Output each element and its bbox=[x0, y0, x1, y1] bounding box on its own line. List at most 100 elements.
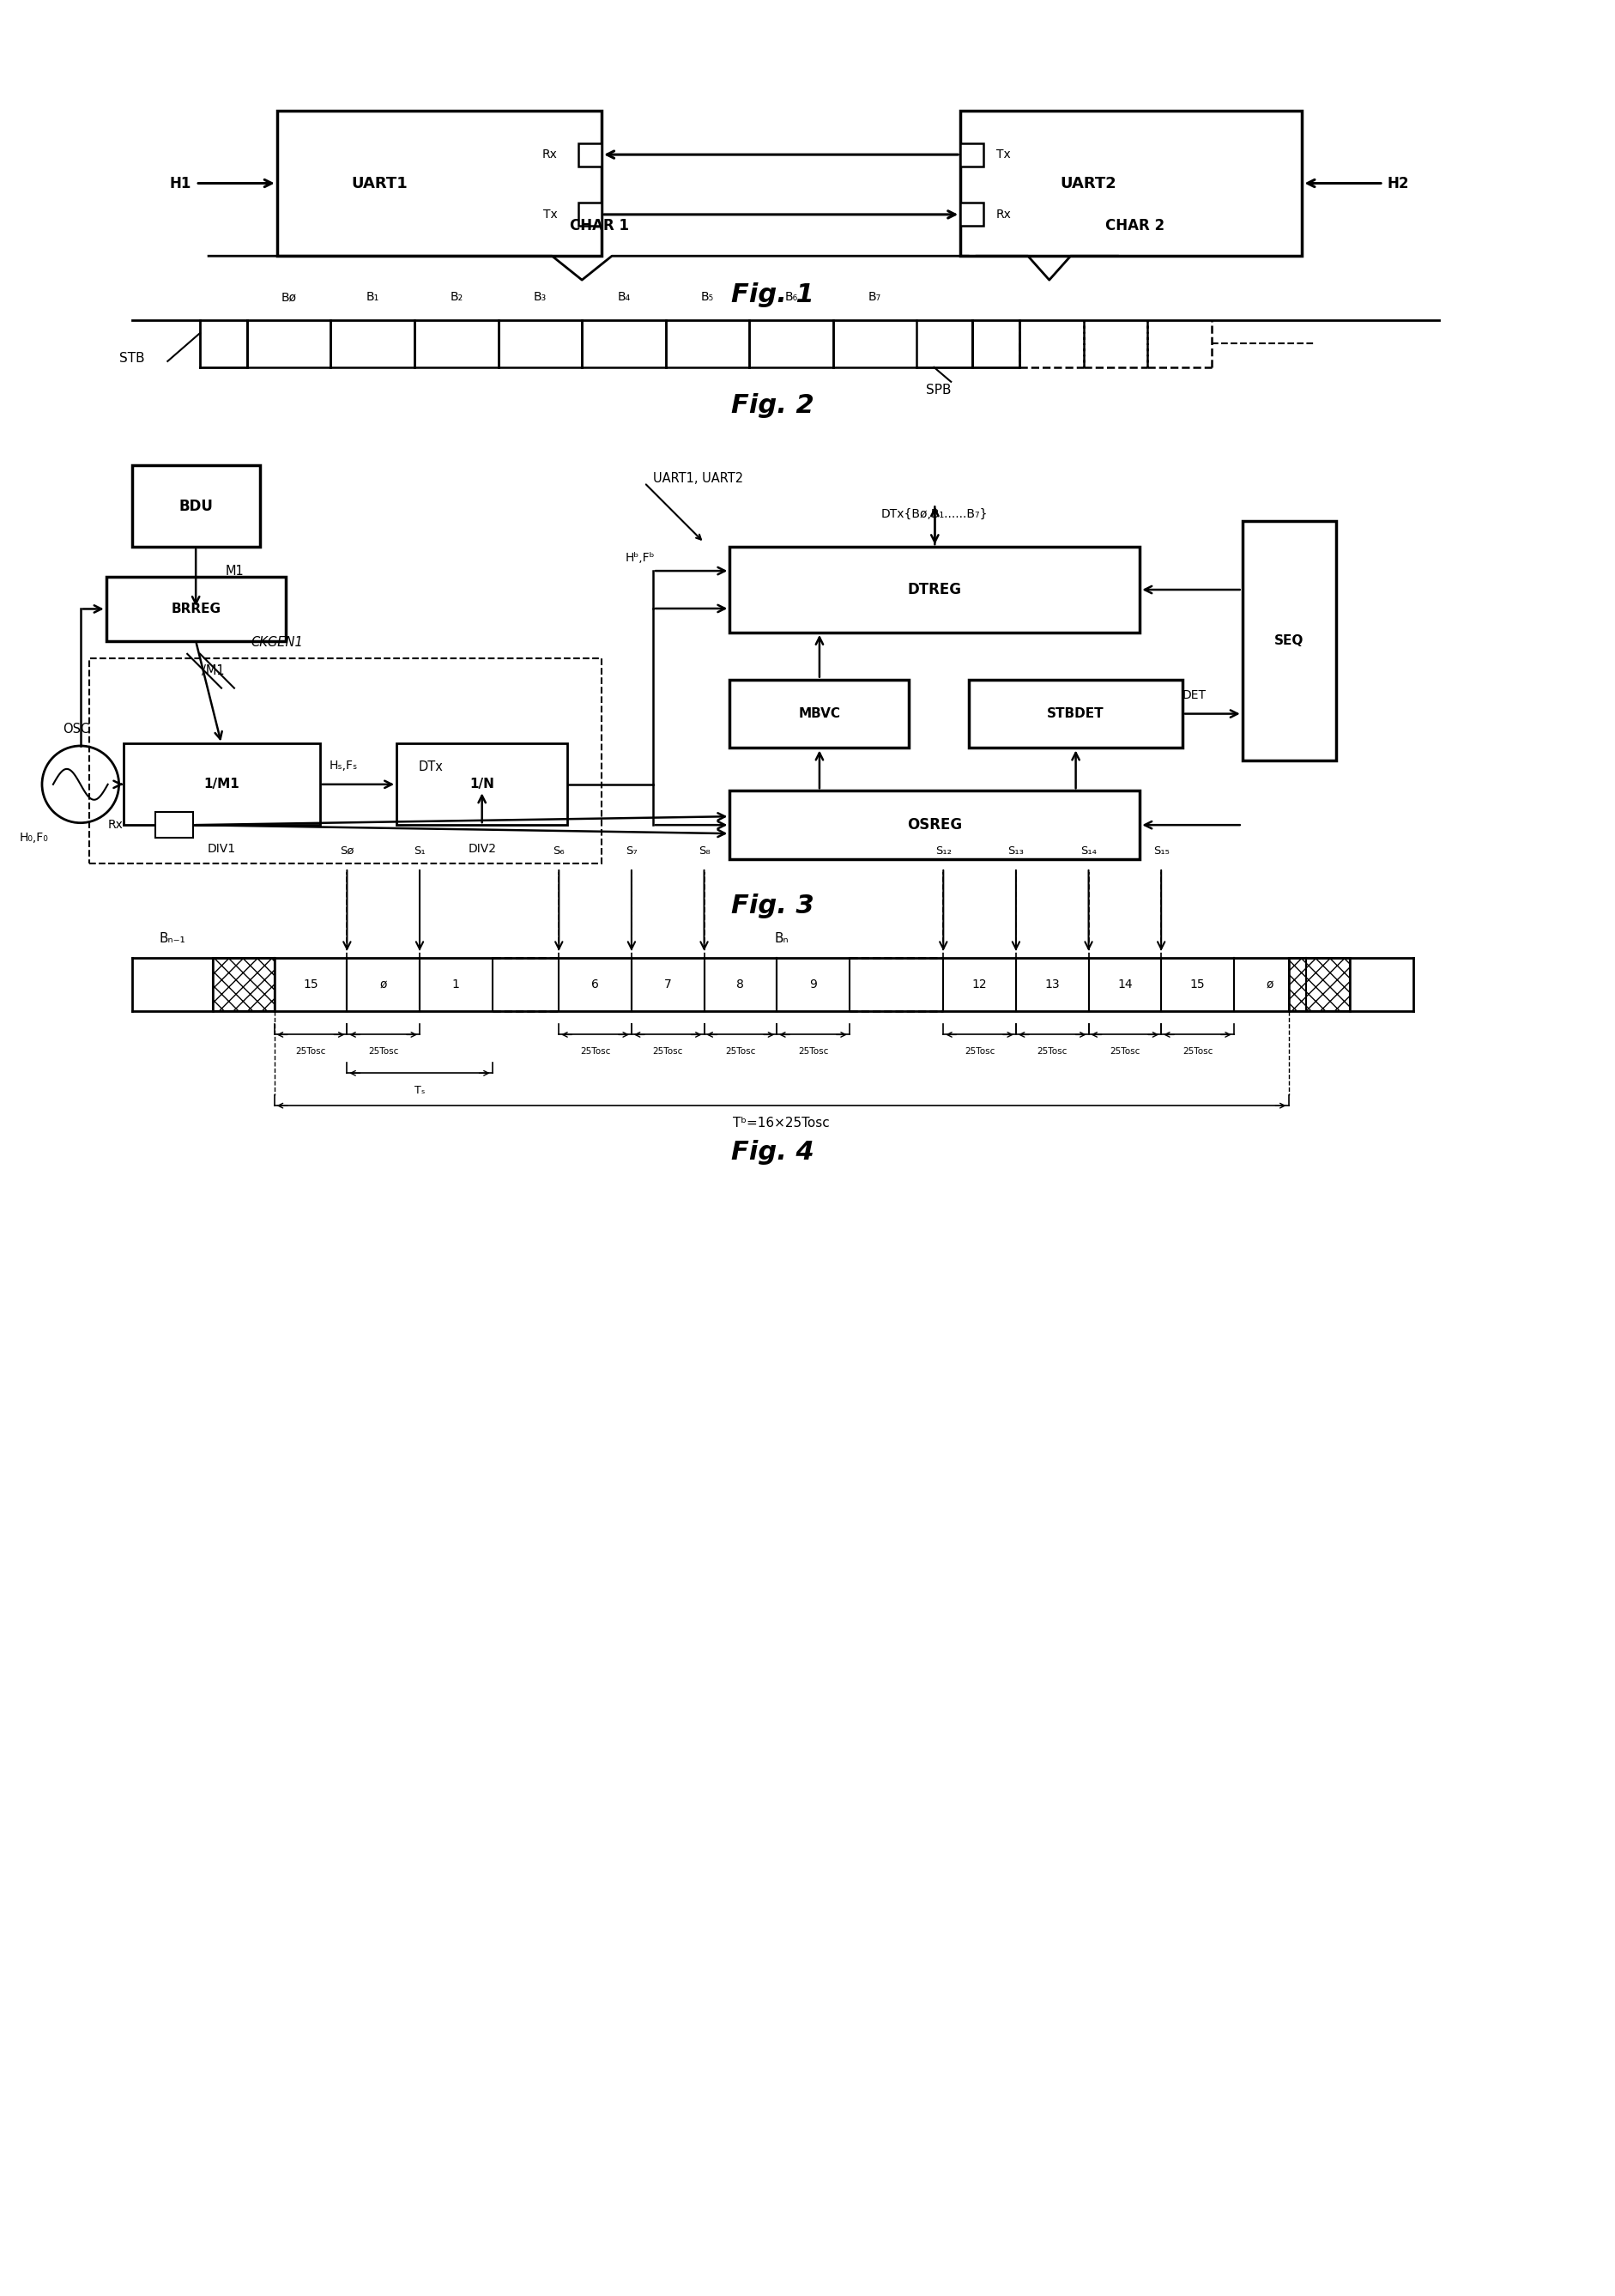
Text: 25Tosc: 25Tosc bbox=[296, 1047, 326, 1056]
Text: 25Tosc: 25Tosc bbox=[652, 1047, 683, 1056]
Text: 25Tosc: 25Tosc bbox=[580, 1047, 610, 1056]
Text: Bₙ: Bₙ bbox=[774, 932, 788, 946]
Text: Hₛ,Fₛ: Hₛ,Fₛ bbox=[329, 760, 359, 771]
Text: Rx: Rx bbox=[108, 820, 123, 831]
Bar bbox=[730, 790, 1140, 859]
Text: 25Tosc: 25Tosc bbox=[1110, 1047, 1140, 1056]
Text: S₁₂: S₁₂ bbox=[935, 845, 951, 856]
Text: 1/M1: 1/M1 bbox=[203, 778, 239, 790]
Text: Fig. 2: Fig. 2 bbox=[732, 393, 814, 418]
Text: Fig. 4: Fig. 4 bbox=[732, 1141, 814, 1164]
Text: 15: 15 bbox=[304, 978, 318, 990]
Text: 25Tosc: 25Tosc bbox=[798, 1047, 828, 1056]
Text: B₂: B₂ bbox=[451, 292, 464, 303]
Bar bbox=[730, 546, 1140, 631]
Bar bbox=[123, 744, 320, 824]
Bar bbox=[213, 957, 275, 1010]
Bar bbox=[969, 680, 1182, 748]
Text: S₁: S₁ bbox=[413, 845, 425, 856]
Text: DTx: DTx bbox=[418, 760, 443, 774]
Text: DIV2: DIV2 bbox=[468, 843, 496, 854]
Text: 12: 12 bbox=[972, 978, 987, 990]
Text: 25Tosc: 25Tosc bbox=[964, 1047, 995, 1056]
Text: CKGEN1: CKGEN1 bbox=[250, 636, 304, 650]
Bar bbox=[578, 202, 602, 225]
Text: 1/N: 1/N bbox=[470, 778, 494, 790]
Text: B₃: B₃ bbox=[533, 292, 546, 303]
Text: 8: 8 bbox=[736, 978, 745, 990]
Text: Tᵇ=16×25Tosc: Tᵇ=16×25Tosc bbox=[733, 1116, 830, 1130]
Bar bbox=[961, 202, 984, 225]
Text: Tₛ: Tₛ bbox=[415, 1084, 425, 1095]
Bar bbox=[1289, 957, 1350, 1010]
Text: SEQ: SEQ bbox=[1274, 634, 1303, 647]
Text: H1: H1 bbox=[170, 174, 192, 191]
Bar bbox=[578, 142, 602, 165]
Text: Bₙ₋₁: Bₙ₋₁ bbox=[160, 932, 186, 946]
Text: ø: ø bbox=[380, 978, 388, 990]
Text: ø: ø bbox=[1266, 978, 1274, 990]
Text: B₄: B₄ bbox=[617, 292, 630, 303]
Text: S₁₄: S₁₄ bbox=[1080, 845, 1097, 856]
Text: BRREG: BRREG bbox=[171, 602, 221, 615]
Text: 6: 6 bbox=[591, 978, 599, 990]
Text: S₁₅: S₁₅ bbox=[1153, 845, 1169, 856]
Text: STBDET: STBDET bbox=[1047, 707, 1105, 721]
Text: 25Tosc: 25Tosc bbox=[368, 1047, 399, 1056]
Text: 13: 13 bbox=[1045, 978, 1059, 990]
Text: 1: 1 bbox=[452, 978, 460, 990]
Text: 25Tosc: 25Tosc bbox=[1037, 1047, 1068, 1056]
Text: H2: H2 bbox=[1387, 174, 1410, 191]
Text: OSREG: OSREG bbox=[908, 817, 963, 833]
Bar bbox=[276, 110, 602, 255]
Text: B₆: B₆ bbox=[785, 292, 798, 303]
Text: H₀,F₀: H₀,F₀ bbox=[19, 831, 48, 843]
Text: UART1: UART1 bbox=[352, 174, 407, 191]
Text: 25Tosc: 25Tosc bbox=[1182, 1047, 1213, 1056]
Text: STB: STB bbox=[120, 351, 144, 365]
Text: Sø: Sø bbox=[339, 845, 354, 856]
Text: 25Tosc: 25Tosc bbox=[725, 1047, 756, 1056]
Text: DTREG: DTREG bbox=[908, 581, 963, 597]
Text: S₆: S₆ bbox=[552, 845, 565, 856]
Text: Tx: Tx bbox=[543, 209, 557, 220]
Text: DTx{Bø,B₁......B₇}: DTx{Bø,B₁......B₇} bbox=[882, 507, 988, 521]
Text: UART1, UART2: UART1, UART2 bbox=[652, 473, 743, 484]
Text: Tx: Tx bbox=[996, 149, 1011, 161]
Text: Hᵇ,Fᵇ: Hᵇ,Fᵇ bbox=[625, 551, 654, 565]
Text: CHAR 1: CHAR 1 bbox=[570, 218, 628, 234]
Text: Bø: Bø bbox=[281, 292, 297, 303]
Bar bbox=[961, 110, 1302, 255]
Bar bbox=[132, 466, 260, 546]
Text: BDU: BDU bbox=[179, 498, 213, 514]
Bar bbox=[730, 680, 909, 748]
Text: 15: 15 bbox=[1190, 978, 1205, 990]
Text: B₇: B₇ bbox=[869, 292, 882, 303]
Text: S₈: S₈ bbox=[698, 845, 711, 856]
Text: 7: 7 bbox=[664, 978, 672, 990]
Text: S₇: S₇ bbox=[625, 845, 638, 856]
Text: Fig. 3: Fig. 3 bbox=[732, 893, 814, 918]
Bar bbox=[397, 744, 567, 824]
Text: CHAR 2: CHAR 2 bbox=[1105, 218, 1164, 234]
Text: M1: M1 bbox=[226, 565, 244, 576]
Text: B₁: B₁ bbox=[367, 292, 380, 303]
Text: B₅: B₅ bbox=[701, 292, 714, 303]
Text: S₁₃: S₁₃ bbox=[1008, 845, 1024, 856]
Bar bbox=[961, 142, 984, 165]
Text: DET: DET bbox=[1182, 689, 1206, 700]
Text: Fig. 1: Fig. 1 bbox=[732, 282, 814, 308]
Text: Rx: Rx bbox=[543, 149, 557, 161]
Text: MBVC: MBVC bbox=[798, 707, 840, 721]
Bar bbox=[1242, 521, 1336, 760]
Text: /M1: /M1 bbox=[202, 664, 224, 677]
Bar bbox=[107, 576, 286, 641]
Text: DIV1: DIV1 bbox=[207, 843, 236, 854]
Text: SPB: SPB bbox=[925, 383, 951, 397]
Text: Rx: Rx bbox=[996, 209, 1011, 220]
Bar bbox=[155, 813, 194, 838]
Bar bbox=[89, 659, 602, 863]
Text: UART2: UART2 bbox=[1061, 174, 1118, 191]
Text: OSC: OSC bbox=[63, 723, 89, 735]
Text: 9: 9 bbox=[809, 978, 817, 990]
